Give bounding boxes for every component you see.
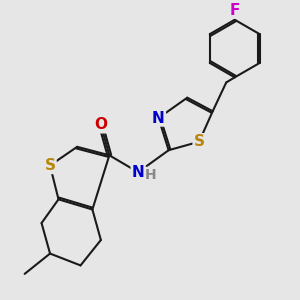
Text: H: H (145, 168, 157, 182)
Text: N: N (152, 110, 165, 125)
Text: O: O (94, 117, 107, 132)
Text: F: F (230, 3, 240, 18)
Text: S: S (44, 158, 56, 173)
Text: N: N (132, 165, 145, 180)
Text: S: S (194, 134, 205, 149)
